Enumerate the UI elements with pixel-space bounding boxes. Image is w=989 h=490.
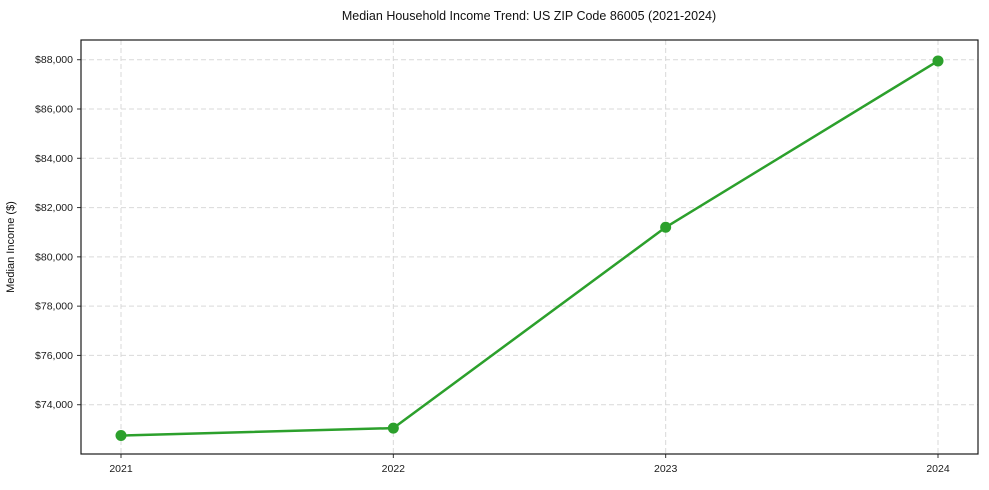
y-tick-label: $78,000 [35, 301, 73, 313]
x-tick-label: 2021 [109, 463, 133, 475]
y-tick-label: $86,000 [35, 104, 73, 116]
plot-border [80, 39, 979, 455]
y-tick-label: $74,000 [35, 399, 73, 411]
data-point-marker [660, 221, 672, 233]
x-tick-label: 2023 [654, 463, 678, 475]
trend-line [119, 59, 940, 437]
y-tick-label: $84,000 [35, 153, 73, 165]
y-axis-label: Median Income ($) [5, 201, 17, 293]
y-tick-label: $80,000 [35, 251, 73, 263]
data-point-marker [115, 430, 127, 442]
plot-area: $74,000 $76,000 $78,000 $80,000 $82,000 $84,0… [35, 39, 979, 475]
y-tick-label: $76,000 [35, 350, 73, 362]
data-point-marker [932, 55, 944, 67]
data-point-marker [387, 422, 399, 434]
x-tick-label: 2024 [926, 463, 950, 475]
chart-title: Median Household Income Trend: US ZIP Co… [342, 9, 716, 23]
y-tick-label: $88,000 [35, 54, 73, 66]
y-tick-label: $82,000 [35, 202, 73, 214]
x-tick-label: 2022 [382, 463, 406, 475]
